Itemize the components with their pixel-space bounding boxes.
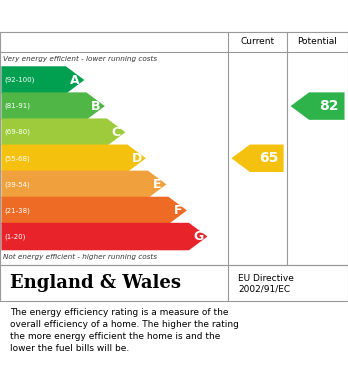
Text: A: A — [70, 74, 80, 86]
Text: E: E — [153, 178, 161, 191]
Text: D: D — [132, 152, 142, 165]
Text: F: F — [173, 204, 182, 217]
Text: G: G — [193, 230, 203, 243]
Text: Potential: Potential — [298, 38, 338, 47]
Polygon shape — [1, 170, 166, 198]
Text: (39-54): (39-54) — [4, 181, 30, 188]
Text: Energy Efficiency Rating: Energy Efficiency Rating — [69, 9, 279, 23]
Polygon shape — [1, 92, 105, 120]
Text: 65: 65 — [259, 151, 278, 165]
Text: (21-38): (21-38) — [4, 207, 30, 214]
Text: (1-20): (1-20) — [4, 233, 25, 240]
Text: Very energy efficient - lower running costs: Very energy efficient - lower running co… — [3, 56, 158, 63]
Text: England & Wales: England & Wales — [10, 274, 181, 292]
Text: B: B — [91, 100, 100, 113]
Text: 82: 82 — [319, 99, 338, 113]
Text: (69-80): (69-80) — [4, 129, 30, 135]
Polygon shape — [1, 197, 187, 224]
Text: (81-91): (81-91) — [4, 103, 30, 109]
Polygon shape — [1, 145, 146, 172]
Text: EU Directive: EU Directive — [238, 274, 294, 283]
Polygon shape — [1, 66, 84, 94]
Text: The energy efficiency rating is a measure of the
overall efficiency of a home. T: The energy efficiency rating is a measur… — [10, 308, 239, 353]
Polygon shape — [291, 92, 345, 120]
Polygon shape — [1, 118, 125, 146]
Polygon shape — [231, 145, 284, 172]
Text: 2002/91/EC: 2002/91/EC — [238, 285, 291, 294]
Polygon shape — [1, 223, 207, 250]
Text: (55-68): (55-68) — [4, 155, 30, 161]
Text: (92-100): (92-100) — [4, 77, 34, 83]
Text: C: C — [112, 126, 121, 139]
Text: Current: Current — [240, 38, 275, 47]
Text: Not energy efficient - higher running costs: Not energy efficient - higher running co… — [3, 254, 158, 260]
